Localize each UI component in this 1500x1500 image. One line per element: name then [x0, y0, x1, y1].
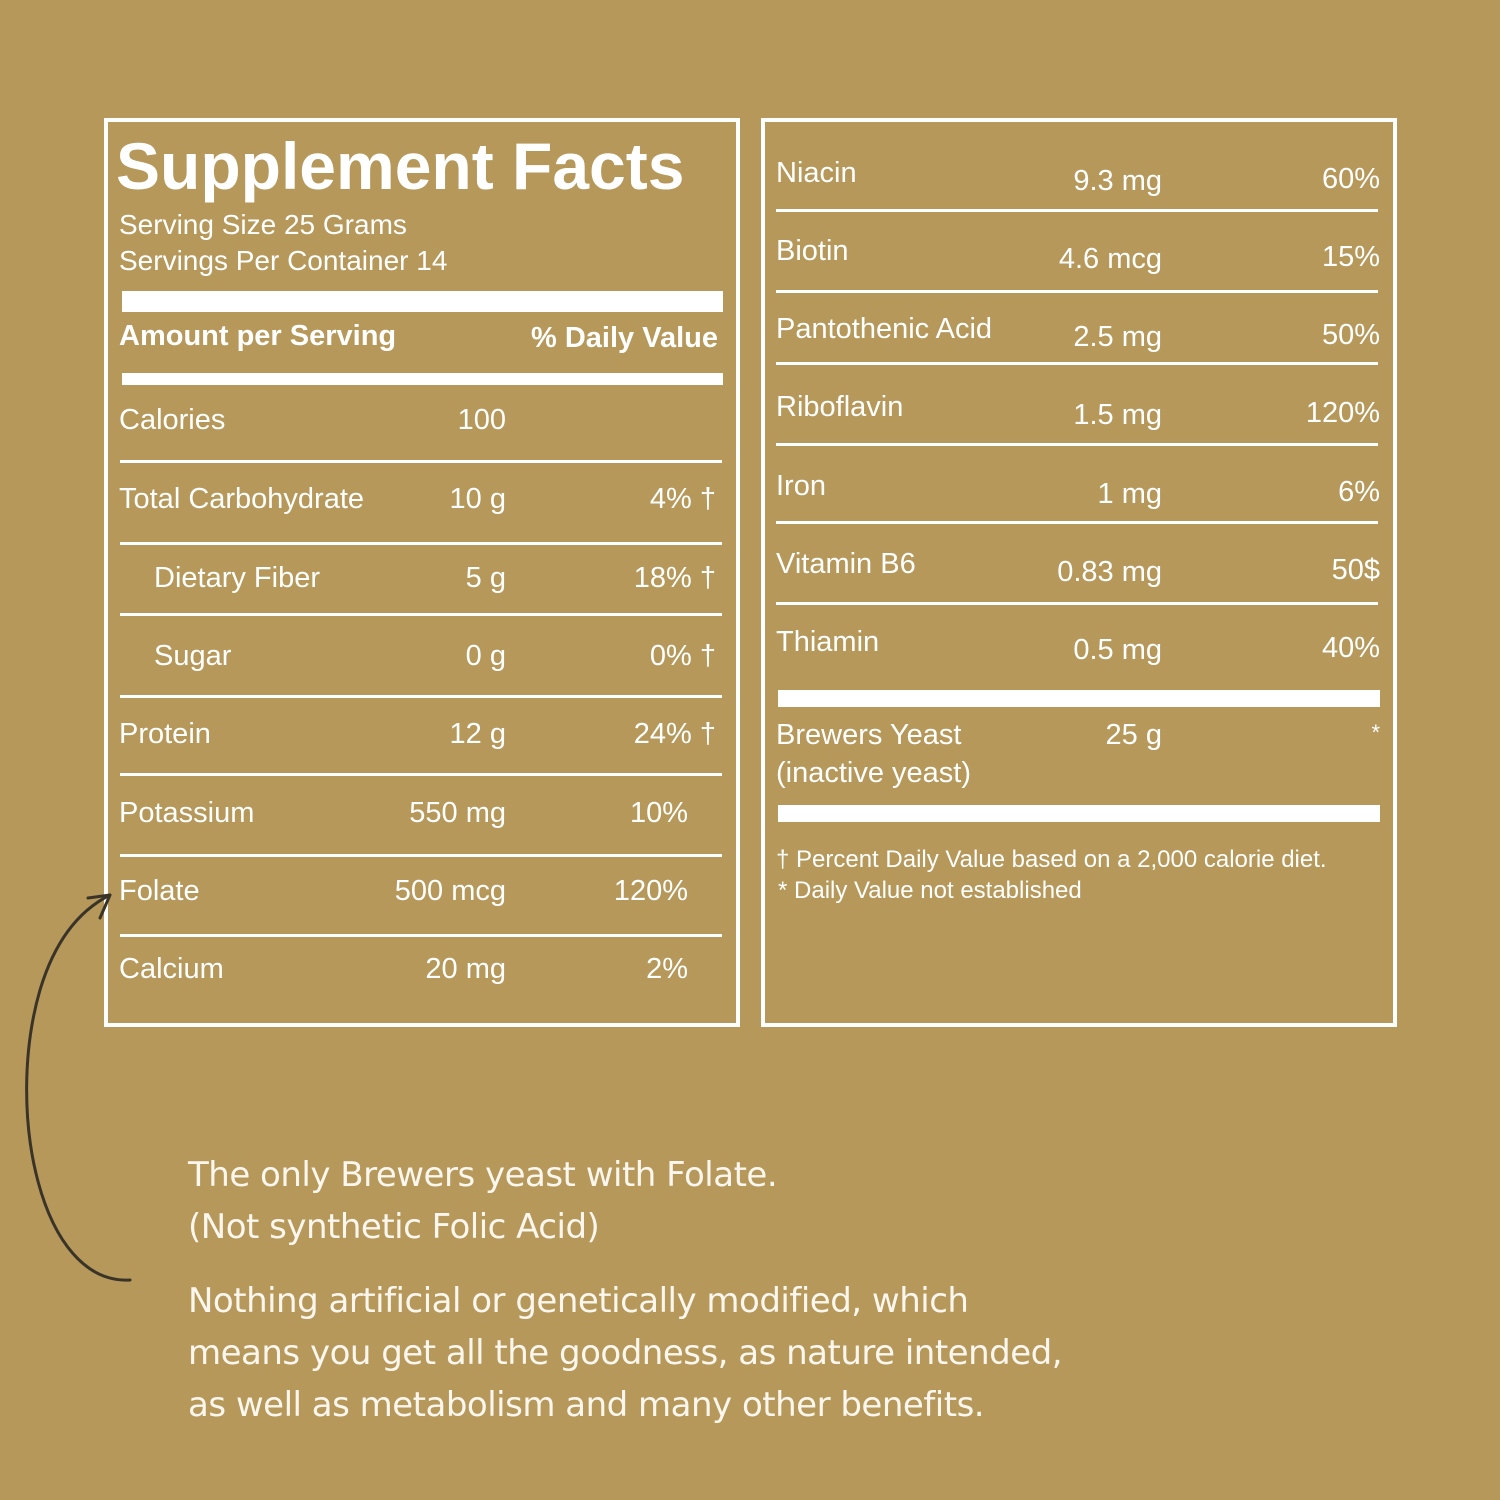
- nutrient-daily-value: 60%: [1321, 163, 1380, 195]
- nutrient-amount: 12 g: [449, 718, 506, 750]
- nutrient-amount: 1 mg: [1097, 478, 1162, 510]
- daily-value-header: % Daily Value: [531, 322, 718, 354]
- thick-divider: [778, 690, 1380, 707]
- row-divider: [776, 521, 1378, 524]
- panel-title: Supplement Facts: [116, 129, 685, 203]
- nutrient-amount: 1.5 mg: [1073, 399, 1162, 431]
- row-divider: [776, 362, 1378, 365]
- nutrient-amount: 0.5 mg: [1073, 634, 1162, 666]
- nutrient-daily-value: 24% †: [633, 718, 716, 750]
- nutrient-daily-value: 2%: [646, 953, 688, 985]
- row-divider: [120, 773, 722, 776]
- row-divider: [120, 934, 722, 937]
- nutrient-name: Thiamin: [776, 626, 880, 658]
- nutrient-name: Niacin: [776, 157, 857, 189]
- nutrient-name: Calories: [119, 404, 226, 436]
- row-divider: [776, 602, 1378, 605]
- blurb-line: (Not synthetic Folic Acid): [188, 1207, 600, 1247]
- row-divider: [120, 695, 722, 698]
- nutrient-daily-value: 50%: [1321, 319, 1380, 351]
- brewers-yeast-name: Brewers Yeast: [776, 719, 962, 751]
- row-divider: [120, 542, 722, 545]
- blurb-line: means you get all the goodness, as natur…: [188, 1333, 1063, 1373]
- thick-divider: [122, 291, 723, 312]
- nutrient-name: Iron: [776, 470, 826, 502]
- nutrient-name: Total Carbohydrate: [119, 483, 365, 515]
- brewers-yeast-name-line2: (inactive yeast): [776, 757, 972, 789]
- nutrient-amount: 0 g: [465, 640, 506, 672]
- nutrient-amount: 9.3 mg: [1073, 165, 1162, 197]
- nutrient-amount: 10 g: [449, 483, 506, 515]
- footnote-not-established: * Daily Value not established: [778, 877, 1082, 904]
- thick-divider: [122, 373, 723, 385]
- amount-per-serving-header: Amount per Serving: [119, 320, 397, 352]
- nutrient-name: Potassium: [119, 797, 255, 829]
- row-divider: [776, 290, 1378, 293]
- serving-size: Serving Size 25 Grams: [119, 209, 407, 240]
- row-divider: [776, 209, 1378, 212]
- nutrient-amount: 4.6 mcg: [1058, 243, 1162, 275]
- brewers-yeast-amount: 25 g: [1105, 719, 1162, 751]
- supplement-facts-panel-right: [761, 118, 1397, 1027]
- blurb-line: Nothing artificial or genetically modifi…: [188, 1281, 969, 1321]
- nutrient-daily-value: 50$: [1331, 554, 1380, 586]
- blurb-line: as well as metabolism and many other ben…: [188, 1385, 985, 1425]
- nutrient-daily-value: 0% †: [649, 640, 716, 672]
- nutrient-name: Dietary Fiber: [154, 562, 320, 594]
- nutrient-name: Folate: [119, 875, 200, 907]
- brewers-yeast-dv: *: [1371, 720, 1380, 745]
- nutrient-name: Calcium: [119, 953, 224, 985]
- blurb-line: The only Brewers yeast with Folate.: [188, 1155, 778, 1195]
- nutrient-amount: 0.83 mg: [1057, 556, 1162, 588]
- nutrient-daily-value: 120%: [613, 875, 688, 907]
- nutrient-name: Sugar: [154, 640, 232, 672]
- row-divider: [120, 854, 722, 857]
- nutrient-daily-value: 18% †: [633, 562, 716, 594]
- nutrient-name: Pantothenic Acid: [776, 313, 993, 345]
- nutrient-daily-value: 6%: [1338, 476, 1380, 508]
- row-divider: [120, 613, 722, 616]
- nutrient-daily-value: 4% †: [649, 483, 716, 515]
- nutrient-name: Riboflavin: [776, 391, 904, 423]
- nutrient-name: Biotin: [776, 235, 849, 267]
- supplement-facts-panel-left: [104, 118, 740, 1027]
- nutrient-amount: 500 mcg: [394, 875, 506, 907]
- nutrient-daily-value: 15%: [1321, 241, 1380, 273]
- row-divider: [776, 443, 1378, 446]
- servings-per-container: Servings Per Container 14: [119, 245, 448, 276]
- nutrient-amount: 100: [457, 404, 506, 436]
- thick-divider: [778, 805, 1380, 822]
- nutrient-amount: 5 g: [465, 562, 506, 594]
- nutrient-daily-value: 10%: [629, 797, 688, 829]
- nutrient-amount: 550 mg: [409, 797, 506, 829]
- nutrient-name: Vitamin B6: [776, 548, 916, 580]
- nutrient-daily-value: 120%: [1305, 397, 1380, 429]
- nutrient-amount: 20 mg: [425, 953, 506, 985]
- nutrient-name: Protein: [119, 718, 211, 750]
- row-divider: [120, 460, 722, 463]
- nutrient-amount: 2.5 mg: [1073, 321, 1162, 353]
- footnote-daily-value: † Percent Daily Value based on a 2,000 c…: [776, 846, 1327, 873]
- nutrient-daily-value: 40%: [1321, 632, 1380, 664]
